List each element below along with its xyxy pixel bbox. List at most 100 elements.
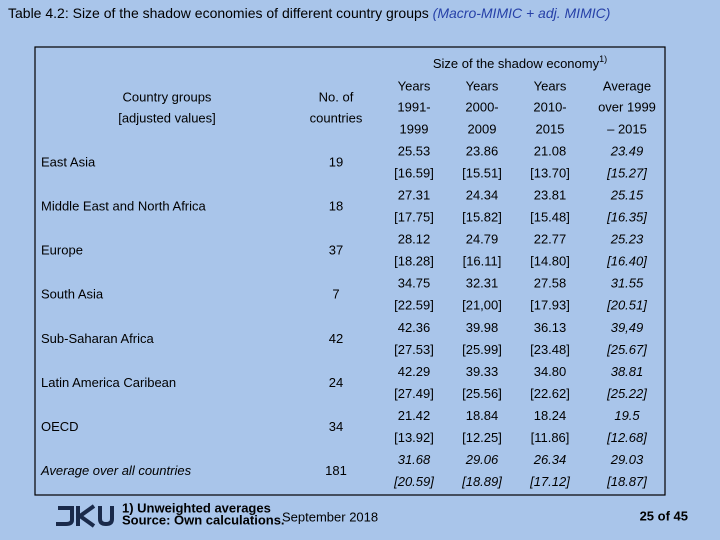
row-count: 18 (329, 199, 343, 214)
cell-range: [18.28] (394, 254, 434, 269)
title-method: (Macro-MIMIC + adj. MIMIC) (432, 5, 611, 21)
cell-value: 24.34 (466, 188, 499, 203)
cell-range: [27.49] (394, 386, 434, 401)
row-count: 24 (329, 375, 343, 390)
footer-date: September 2018 (282, 509, 378, 524)
cell-value: 23.86 (466, 143, 499, 158)
cell-range: [18.87] (606, 474, 647, 489)
cell-value: 34.80 (534, 364, 567, 379)
cell-range: [22.59] (394, 298, 434, 313)
group-header-text: Size of the shadow economy (433, 56, 600, 71)
cell-value: 34.75 (398, 276, 431, 291)
cell-range: [13.92] (394, 430, 434, 445)
column-header: 1991- (397, 99, 430, 114)
cell-value: 28.12 (398, 232, 431, 247)
column-header: 2010- (533, 99, 566, 114)
cell-value: 19.5 (614, 408, 640, 423)
cell-range: [20.59] (393, 474, 434, 489)
column-header: Years (534, 78, 567, 93)
cell-range: [16.40] (606, 254, 647, 269)
cell-range: [27.53] (394, 342, 434, 357)
column-header: 2009 (468, 121, 497, 136)
row-count: 34 (329, 419, 343, 434)
cell-value: 31.55 (611, 276, 644, 291)
cell-range: [17.93] (530, 298, 570, 313)
cell-value: 36.13 (534, 320, 567, 335)
cell-range: [25.99] (462, 342, 502, 357)
cell-value: 32.31 (466, 276, 499, 291)
row-count: 19 (329, 154, 343, 169)
row-name: OECD (41, 419, 79, 434)
column-header: No. of (319, 89, 354, 104)
cell-range: [22.62] (530, 386, 570, 401)
column-header: Years (398, 78, 431, 93)
cell-range: [25.56] (462, 386, 502, 401)
column-header: Country groups (123, 89, 212, 104)
cell-value: 24.79 (466, 232, 499, 247)
cell-value: 38.81 (611, 364, 644, 379)
cell-range: [15.51] (462, 165, 502, 180)
cell-range: [12.25] (462, 430, 502, 445)
row-count: 181 (325, 463, 347, 478)
cell-value: 25.15 (610, 188, 644, 203)
row-count: 42 (329, 331, 343, 346)
row-name: Europe (41, 243, 83, 258)
cell-value: 39.98 (466, 320, 499, 335)
page-number: 25 of 45 (640, 508, 688, 523)
cell-value: 39.33 (466, 364, 499, 379)
footer-note: 1) Unweighted averages (122, 500, 271, 515)
cell-value: 27.31 (398, 188, 431, 203)
cell-value: 21.08 (534, 143, 567, 158)
group-header-note: 1) (599, 54, 607, 64)
row-count: 37 (329, 243, 343, 258)
group-header: Size of the shadow economy1) (433, 54, 607, 71)
cell-value: 42.36 (398, 320, 431, 335)
row-name: Latin America Caribean (41, 375, 176, 390)
cell-range: [17.75] (394, 210, 434, 225)
cell-range: [23.48] (530, 342, 570, 357)
cell-range: [13.70] (530, 165, 570, 180)
cell-range: [21,00] (462, 298, 502, 313)
cell-value: 39,49 (611, 320, 644, 335)
title-main: Table 4.2: Size of the shadow economies … (8, 5, 429, 21)
cell-range: [15.82] (462, 210, 502, 225)
column-header: Average (603, 78, 651, 93)
cell-range: [16.59] (394, 165, 434, 180)
row-name: Average over all countries (40, 463, 192, 478)
cell-value: 29.03 (610, 452, 644, 467)
cell-range: [11.86] (531, 430, 570, 445)
column-header: [adjusted values] (118, 110, 216, 125)
cell-range: [25.22] (606, 386, 647, 401)
cell-value: 25.53 (398, 143, 431, 158)
cell-value: 25.23 (610, 232, 644, 247)
row-name: Sub-Saharan Africa (41, 331, 155, 346)
cell-value: 26.34 (533, 452, 567, 467)
column-header: 2000- (465, 99, 498, 114)
row-name: South Asia (41, 287, 104, 302)
cell-range: [18.89] (461, 474, 502, 489)
cell-value: 22.77 (534, 232, 567, 247)
row-name: East Asia (41, 154, 96, 169)
table-border (34, 46, 666, 496)
column-header: 2015 (536, 121, 565, 136)
cell-value: 27.58 (534, 276, 567, 291)
cell-value: 29.06 (465, 452, 499, 467)
cell-range: [12.68] (606, 430, 647, 445)
cell-range: [14.80] (530, 254, 570, 269)
cell-value: 31.68 (398, 452, 431, 467)
cell-range: [15.48] (530, 210, 570, 225)
title: Table 4.2: Size of the shadow economies … (8, 4, 708, 22)
cell-value: 23.49 (610, 143, 644, 158)
column-header: over 1999 (598, 99, 656, 114)
column-header: 1999 (400, 121, 429, 136)
column-header: countries (310, 110, 363, 125)
column-header: – 2015 (607, 121, 647, 136)
cell-range: [16.11] (463, 254, 502, 269)
cell-value: 18.24 (534, 408, 567, 423)
cell-range: [25.67] (606, 342, 647, 357)
row-count: 7 (332, 287, 339, 302)
cell-value: 23.81 (534, 188, 567, 203)
row-name: Middle East and North Africa (41, 199, 207, 214)
